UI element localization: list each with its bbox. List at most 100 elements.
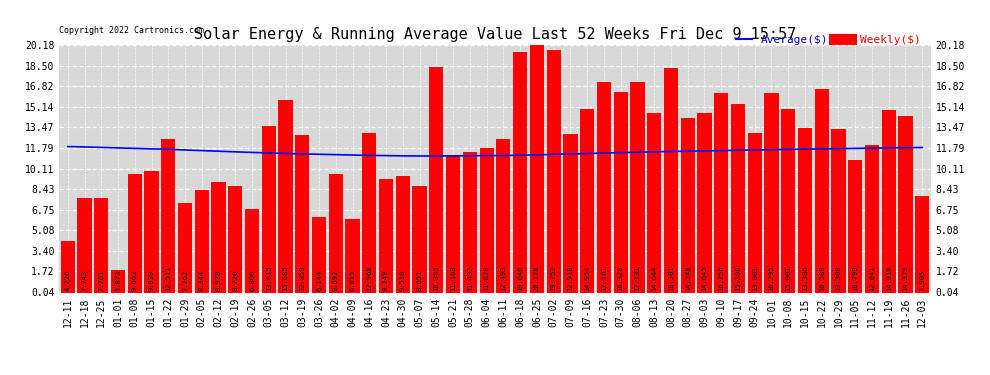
Text: 19.646: 19.646 [517, 266, 523, 291]
Bar [664, 68, 678, 292]
Legend: Average($), Weekly($): Average($), Weekly($) [732, 31, 925, 50]
Text: 19.752: 19.752 [550, 266, 556, 291]
Text: 14.644: 14.644 [651, 266, 657, 291]
Bar [145, 171, 158, 292]
Text: 15.001: 15.001 [785, 266, 791, 291]
Text: 14.954: 14.954 [584, 266, 590, 291]
Text: 14.248: 14.248 [685, 266, 691, 291]
Text: 12.918: 12.918 [567, 266, 573, 291]
Bar [614, 92, 628, 292]
Bar [815, 89, 829, 292]
Text: 9.692: 9.692 [333, 270, 339, 291]
Text: 9.939: 9.939 [148, 270, 154, 291]
Bar [546, 50, 560, 292]
Bar [178, 203, 192, 292]
Bar [161, 139, 175, 292]
Text: 12.511: 12.511 [165, 266, 171, 291]
Bar [865, 145, 879, 292]
Bar [60, 241, 75, 292]
Bar [94, 198, 109, 292]
Text: 18.301: 18.301 [668, 266, 674, 291]
Text: 9.510: 9.510 [400, 270, 406, 291]
Text: 16.320: 16.320 [618, 266, 624, 291]
Bar [212, 182, 226, 292]
Bar [530, 45, 544, 292]
Text: 15.685: 15.685 [282, 266, 288, 291]
Text: 12.859: 12.859 [299, 266, 305, 291]
Bar [413, 186, 427, 292]
Text: 14.379: 14.379 [903, 266, 909, 291]
Bar [111, 270, 125, 292]
Bar [731, 104, 745, 292]
Bar [747, 133, 762, 292]
Bar [597, 82, 611, 292]
Bar [362, 134, 376, 292]
Text: 11.820: 11.820 [484, 266, 490, 291]
Text: 17.161: 17.161 [601, 266, 607, 291]
Text: 1.873: 1.873 [115, 270, 121, 291]
Text: 8.344: 8.344 [199, 270, 205, 291]
Bar [396, 176, 410, 292]
Text: 13.615: 13.615 [266, 266, 272, 291]
Text: 6.144: 6.144 [316, 270, 322, 291]
Text: 10.799: 10.799 [852, 266, 858, 291]
Text: 16.256: 16.256 [718, 266, 724, 291]
Bar [647, 113, 661, 292]
Bar [680, 118, 695, 292]
Text: 11.108: 11.108 [450, 266, 456, 291]
Text: 16.580: 16.580 [819, 266, 825, 291]
Text: 7.262: 7.262 [182, 270, 188, 291]
Bar [446, 156, 460, 292]
Bar [580, 109, 594, 292]
Bar [462, 152, 477, 292]
Text: 14.910: 14.910 [886, 266, 892, 291]
Bar [195, 190, 209, 292]
Bar [764, 93, 778, 292]
Text: 14.645: 14.645 [702, 266, 708, 291]
Text: 8.978: 8.978 [216, 270, 222, 291]
Text: 6.015: 6.015 [349, 270, 355, 291]
Bar [882, 110, 896, 292]
Bar [798, 128, 812, 292]
Text: 9.663: 9.663 [132, 270, 138, 291]
Bar [563, 134, 577, 292]
Bar [513, 51, 528, 292]
Bar [295, 135, 310, 292]
Bar [697, 113, 712, 292]
Bar [228, 186, 243, 292]
Text: 9.249: 9.249 [383, 270, 389, 291]
Text: 6.806: 6.806 [249, 270, 255, 291]
Text: 16.295: 16.295 [768, 266, 774, 291]
Title: Solar Energy & Running Average Value Last 52 Weeks Fri Dec 9 15:57: Solar Energy & Running Average Value Las… [194, 27, 796, 42]
Bar [346, 219, 359, 292]
Bar [631, 82, 644, 292]
Text: 7.743: 7.743 [81, 270, 87, 291]
Bar [261, 126, 276, 292]
Text: 17.131: 17.131 [635, 266, 641, 291]
Text: 8.651: 8.651 [417, 270, 423, 291]
Bar [848, 160, 862, 292]
Text: 13.001: 13.001 [751, 266, 757, 291]
Text: 4.226: 4.226 [64, 270, 70, 291]
Text: 15.396: 15.396 [735, 266, 741, 291]
Text: 12.041: 12.041 [869, 266, 875, 291]
Bar [278, 100, 293, 292]
Bar [781, 108, 795, 292]
Text: 7.905: 7.905 [920, 270, 926, 291]
Bar [312, 217, 326, 292]
Text: 13.386: 13.386 [802, 266, 808, 291]
Text: 20.178: 20.178 [534, 266, 540, 291]
Bar [245, 209, 259, 292]
Bar [496, 139, 511, 292]
Text: 13.300: 13.300 [836, 266, 842, 291]
Bar [479, 147, 494, 292]
Bar [898, 116, 913, 292]
Text: 18.355: 18.355 [434, 266, 440, 291]
Bar [915, 195, 930, 292]
Bar [430, 68, 444, 292]
Bar [714, 93, 729, 292]
Bar [379, 179, 393, 292]
Text: 12.493: 12.493 [500, 266, 506, 291]
Bar [832, 129, 845, 292]
Bar [128, 174, 142, 292]
